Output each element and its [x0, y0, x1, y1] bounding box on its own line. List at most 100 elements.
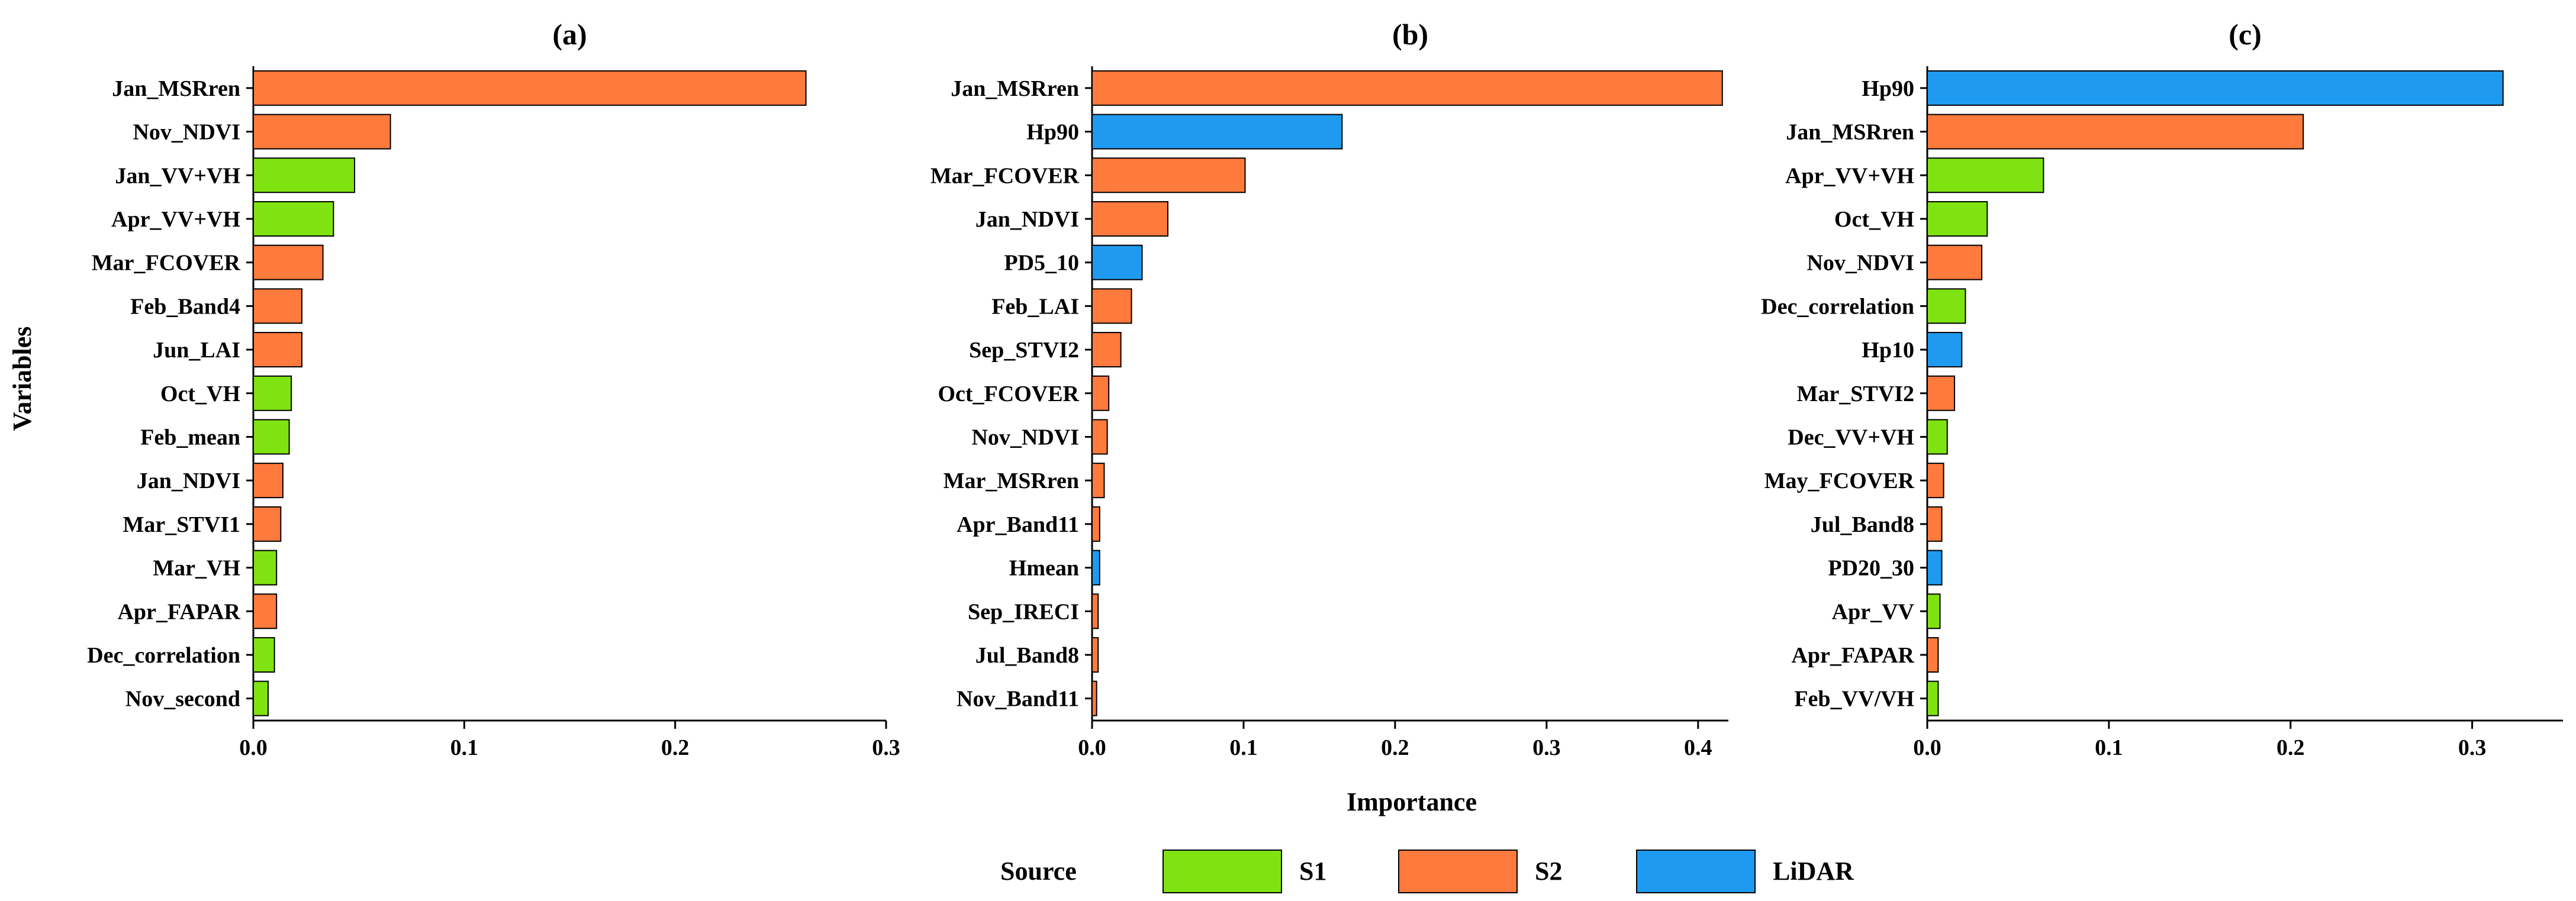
category-label-a: Nov_NDVI: [133, 120, 240, 145]
bar-c: [1927, 680, 1939, 716]
bar-c: [1927, 637, 1939, 673]
legend-title: Source: [1000, 857, 1077, 886]
chart-panels: (a) 0.0 0.1 0.2 0.3 Jan_MSRren Nov_NDVI Jan_VV+…: [87, 18, 2563, 760]
category-label-c: Oct_VH: [1834, 207, 1914, 232]
category-label-c: Jan_MSRren: [1786, 120, 1914, 145]
bar-a: [253, 70, 807, 106]
legend-item-s2: S2: [1398, 850, 1562, 893]
x-tick-label-a: 0.3: [872, 735, 900, 760]
chart-title-c: (c): [2229, 18, 2262, 51]
bar-c: [1927, 463, 1944, 499]
x-tick-label-b: 0.1: [1229, 735, 1258, 760]
bar-a: [253, 201, 334, 237]
bar-a: [253, 550, 278, 586]
bar-a: [253, 332, 302, 368]
category-label-a: Oct_VH: [160, 382, 240, 406]
category-label-b: Mar_MSRren: [944, 469, 1079, 493]
legend-label-s1: S1: [1299, 857, 1326, 886]
x-tick-label-a: 0.0: [239, 735, 268, 760]
legend-swatch-s2: [1398, 850, 1518, 893]
legend-item-s1: S1: [1163, 850, 1326, 893]
category-label-c: Mar_STVI2: [1797, 382, 1914, 406]
category-label-a: Apr_VV+VH: [111, 207, 240, 232]
bar-a: [253, 506, 282, 542]
category-label-a: Mar_FCOVER: [92, 251, 241, 276]
category-label-a: Feb_mean: [140, 425, 240, 450]
category-label-c: Apr_VV+VH: [1785, 163, 1914, 188]
category-label-b: Sep_IRECI: [968, 599, 1079, 624]
bar-c: [1927, 593, 1941, 629]
category-label-a: Nov_second: [125, 687, 240, 712]
category-label-c: Hp90: [1862, 76, 1914, 101]
legend: Source S1 S2 LiDAR: [1000, 850, 1854, 893]
x-tick-label-b: 0.3: [1532, 735, 1561, 760]
chart-title-b: (b): [1392, 18, 1428, 51]
bar-b: [1091, 550, 1100, 586]
category-label-a: Feb_Band4: [130, 294, 240, 319]
bar-c: [1927, 114, 2304, 150]
category-label-a: Apr_FAPAR: [117, 599, 240, 624]
x-tick-label-b: 0.4: [1684, 735, 1712, 760]
category-label-a: Jun_LAI: [153, 338, 240, 363]
category-label-c: Hp10: [1862, 338, 1914, 363]
category-label-b: Sep_STVI2: [969, 338, 1079, 363]
category-label-c: Feb_VV/VH: [1794, 687, 1914, 712]
chart-panel-b: (b) 0.0 0.1 0.2 0.3 0.4 Jan_MSRren Hp90 Mar_FCOV…: [930, 18, 1728, 760]
category-label-b: PD5_10: [1004, 251, 1079, 276]
legend-label-lidar: LiDAR: [1773, 857, 1854, 886]
y-axis-label: Variables: [8, 327, 37, 431]
category-label-b: Hmean: [1009, 556, 1079, 581]
category-label-c: Dec_correlation: [1761, 294, 1914, 319]
bar-c: [1927, 288, 1966, 324]
x-tick-label-b: 0.0: [1078, 735, 1106, 760]
category-label-b: Nov_NDVI: [971, 425, 1079, 450]
bar-b: [1091, 201, 1168, 237]
category-label-a: Jan_MSRren: [112, 76, 240, 101]
bar-b: [1091, 419, 1108, 455]
category-label-c: May_FCOVER: [1764, 469, 1915, 493]
bar-b: [1091, 593, 1099, 629]
chart-panel-c: (c) 0.0 0.1 0.2 0.3 Hp90 Jan_MSRren Apr_VV+VH Oc…: [1761, 18, 2563, 760]
x-tick-label-a: 0.1: [450, 735, 479, 760]
bar-b: [1091, 637, 1099, 673]
bar-c: [1927, 375, 1956, 411]
bar-b: [1091, 463, 1105, 499]
bar-b: [1091, 680, 1097, 716]
x-tick-label-c: 0.3: [2458, 735, 2487, 760]
category-label-b: Jul_Band8: [975, 643, 1079, 668]
category-label-b: Jan_MSRren: [951, 76, 1079, 101]
x-tick-label-c: 0.1: [2095, 735, 2123, 760]
bar-b: [1091, 244, 1143, 280]
x-tick-label-a: 0.2: [661, 735, 690, 760]
bar-c: [1927, 157, 2044, 193]
legend-label-s2: S2: [1535, 857, 1562, 886]
legend-item-lidar: LiDAR: [1636, 850, 1854, 893]
x-axis-label: Importance: [1347, 787, 1477, 816]
bar-c: [1927, 506, 1943, 542]
category-label-c: Apr_VV: [1832, 599, 1915, 624]
category-label-a: Dec_correlation: [87, 643, 240, 668]
bar-b: [1091, 70, 1723, 106]
bar-c: [1927, 244, 1983, 280]
bar-b: [1091, 332, 1122, 368]
bar-c: [1927, 550, 1943, 586]
bar-c: [1927, 332, 1963, 368]
category-label-a: Mar_STVI1: [123, 512, 240, 537]
x-tick-label-b: 0.2: [1381, 735, 1409, 760]
bar-a: [253, 114, 391, 150]
bar-a: [253, 288, 302, 324]
category-label-b: Oct_FCOVER: [938, 382, 1079, 406]
x-tick-label-c: 0.2: [2276, 735, 2305, 760]
bar-b: [1091, 114, 1343, 150]
category-label-a: Mar_VH: [153, 556, 240, 581]
bar-c: [1927, 419, 1948, 455]
legend-swatch-lidar: [1636, 850, 1756, 893]
bar-c: [1927, 201, 1988, 237]
chart-panel-a: (a) 0.0 0.1 0.2 0.3 Jan_MSRren Nov_NDVI Jan_VV+…: [87, 18, 900, 760]
category-label-b: Jan_NDVI: [975, 207, 1079, 232]
bar-b: [1091, 157, 1246, 193]
bar-c: [1927, 70, 2504, 106]
bar-b: [1091, 506, 1100, 542]
bar-a: [253, 375, 292, 411]
